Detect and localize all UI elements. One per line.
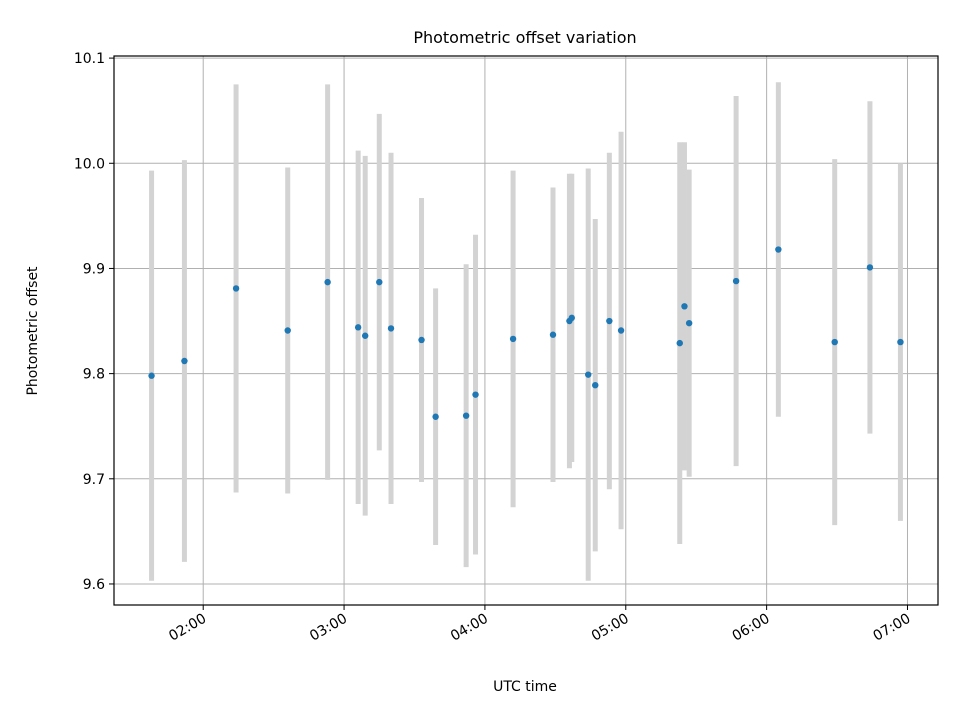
data-point [432, 413, 439, 420]
data-point [617, 327, 625, 334]
data-point [181, 357, 188, 365]
data-point [568, 314, 575, 322]
y-tick-label: 9.7 [83, 472, 105, 488]
data-point [148, 372, 155, 379]
grid [114, 56, 938, 605]
y-tick-label: 9.6 [83, 577, 105, 593]
y-tick-label: 10.1 [74, 51, 105, 67]
x-axis-label: UTC time [493, 679, 557, 695]
y-tick-label: 10.0 [74, 156, 105, 172]
y-axis-label: Photometric offset [25, 266, 41, 396]
data-point [387, 325, 395, 332]
data-point [676, 339, 683, 347]
chart-title: Photometric offset variation [413, 28, 636, 47]
data-point [732, 277, 740, 285]
data-point [606, 317, 613, 325]
data-point [866, 264, 874, 271]
data-points [148, 246, 904, 420]
data-point [354, 324, 362, 331]
data-point [324, 278, 331, 286]
data-point [897, 338, 904, 346]
data-point [685, 319, 693, 327]
data-point [681, 303, 688, 310]
data-point [376, 278, 383, 286]
data-point [418, 336, 425, 344]
data-point [592, 381, 599, 389]
data-point [549, 331, 557, 338]
data-point [472, 391, 479, 398]
data-point [585, 371, 592, 378]
data-point [831, 338, 838, 346]
data-point [462, 412, 470, 419]
data-point [361, 332, 369, 339]
data-point [775, 246, 782, 253]
y-tick-label: 9.9 [83, 261, 105, 277]
y-tick-label: 9.8 [83, 367, 105, 383]
data-point [284, 327, 291, 334]
data-point [509, 335, 517, 343]
plot-frame [113, 55, 939, 606]
data-point [232, 285, 240, 292]
